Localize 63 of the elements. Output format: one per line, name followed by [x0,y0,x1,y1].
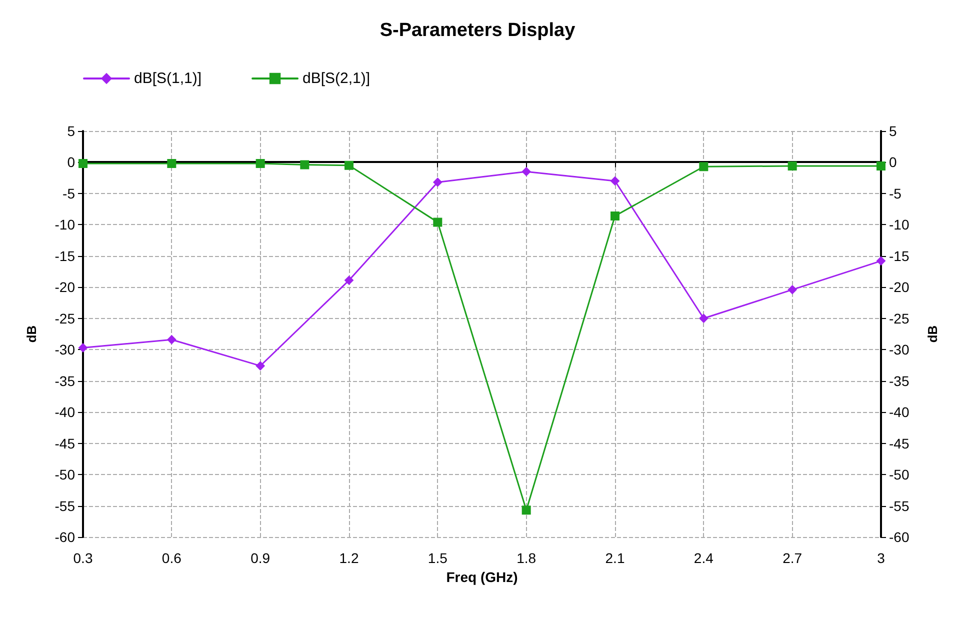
y2-tick-label: -55 [889,498,910,514]
x-tick-label: 3 [877,550,886,566]
point [699,314,708,323]
y2-tick-label: -40 [889,404,910,420]
y-tick-label: 0 [67,154,76,170]
point [300,160,310,170]
x-tick-label: 2.7 [782,550,802,566]
x-tick-label: 2.4 [694,550,714,566]
x-tick-label: 2.1 [605,550,625,566]
y2-tick-label: -15 [889,248,910,264]
point [433,178,442,187]
y-axis-title: dB [24,325,39,343]
point [522,506,531,515]
y-tick-label: -30 [54,342,76,358]
x-tick-label: 0.6 [162,550,182,566]
point [167,335,176,344]
point [876,256,886,266]
y-tick-label: -5 [62,185,76,202]
x-tick-label: 0.3 [73,550,93,566]
y2-tick-label: -45 [889,435,910,452]
point [788,285,797,294]
y2-tick-label: -20 [889,279,910,296]
y-tick-label: -35 [54,372,76,389]
point [522,167,531,176]
point [344,160,354,170]
x-tick-label: 1.2 [339,550,359,566]
y2-tick-label: 5 [889,123,897,139]
y2-tick-label: 0 [889,154,897,170]
y2-tick-label: -30 [889,342,910,358]
y2-tick-label: -60 [889,529,910,545]
y-tick-label: -55 [54,498,76,514]
y2-tick-label: -25 [889,310,910,326]
y-tick-label: -45 [54,435,76,452]
point [78,343,88,352]
y2-tick-label: -10 [889,216,910,233]
x-tick-label: 1.8 [516,550,536,566]
y2-tick-label: -5 [889,185,902,202]
y-tick-label: -25 [54,310,76,326]
point [610,211,620,220]
point [167,158,176,168]
x-tick-label: 1.5 [428,550,448,566]
y-tick-label: -60 [54,529,76,545]
y2-axis-title: dB [925,325,940,343]
legend-label: dB[S(1,1)] [134,70,202,87]
legend-label: dB[S(2,1)] [302,70,370,87]
y-tick-label: -40 [54,404,76,420]
point [344,276,354,285]
point [256,158,265,168]
chart-title: S-Parameters Display [380,20,576,41]
y-tick-label: -20 [54,279,76,296]
y-tick-label: -15 [54,248,76,264]
x-axis-title: Freq (GHz) [446,568,518,585]
y2-tick-label: -50 [889,466,910,483]
point [699,162,708,172]
y-tick-label: -10 [54,216,76,233]
y-tick-label: -50 [54,466,76,483]
y2-tick-label: -35 [889,372,910,389]
point [788,161,797,170]
point [256,361,265,370]
point [610,176,620,186]
x-tick-label: 0.9 [250,550,270,566]
point [433,218,442,227]
y-tick-label: 5 [67,123,76,139]
